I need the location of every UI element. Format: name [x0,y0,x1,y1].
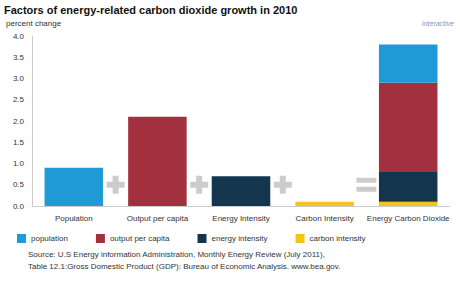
svg-text:Factors of energy-related carb: Factors of energy-related carbon dioxide… [4,4,297,16]
svg-text:percent change: percent change [6,19,62,28]
svg-text:carbon intensity: carbon intensity [310,234,366,243]
svg-text:Source: U.S Energy information: Source: U.S Energy information Administr… [28,250,325,259]
svg-text:3.5: 3.5 [13,53,25,62]
svg-text:Population: Population [55,214,93,223]
svg-text:Energy Carbon Dioxide: Energy Carbon Dioxide [367,214,450,223]
svg-text:2.0: 2.0 [13,117,25,126]
svg-text:0.0: 0.0 [13,202,25,211]
svg-text:Carbon Intensity: Carbon Intensity [295,214,353,223]
svg-text:3.0: 3.0 [13,74,25,83]
svg-text:2.5: 2.5 [13,95,25,104]
svg-text:1.5: 1.5 [13,138,25,147]
svg-text:Output per capita: Output per capita [127,214,189,223]
svg-text:0.5: 0.5 [13,180,25,189]
svg-text:energy intensity: energy intensity [212,234,268,243]
svg-text:4.0: 4.0 [13,32,25,41]
svg-text:1.0: 1.0 [13,159,25,168]
svg-text:interactive: interactive [422,20,454,27]
svg-text:population: population [31,234,68,243]
svg-text:Energy Intensity: Energy Intensity [212,214,269,223]
svg-text:output per capita: output per capita [110,234,170,243]
svg-text:Table 12.1:Gross Domestic Prod: Table 12.1:Gross Domestic Product (GDP):… [28,262,340,271]
